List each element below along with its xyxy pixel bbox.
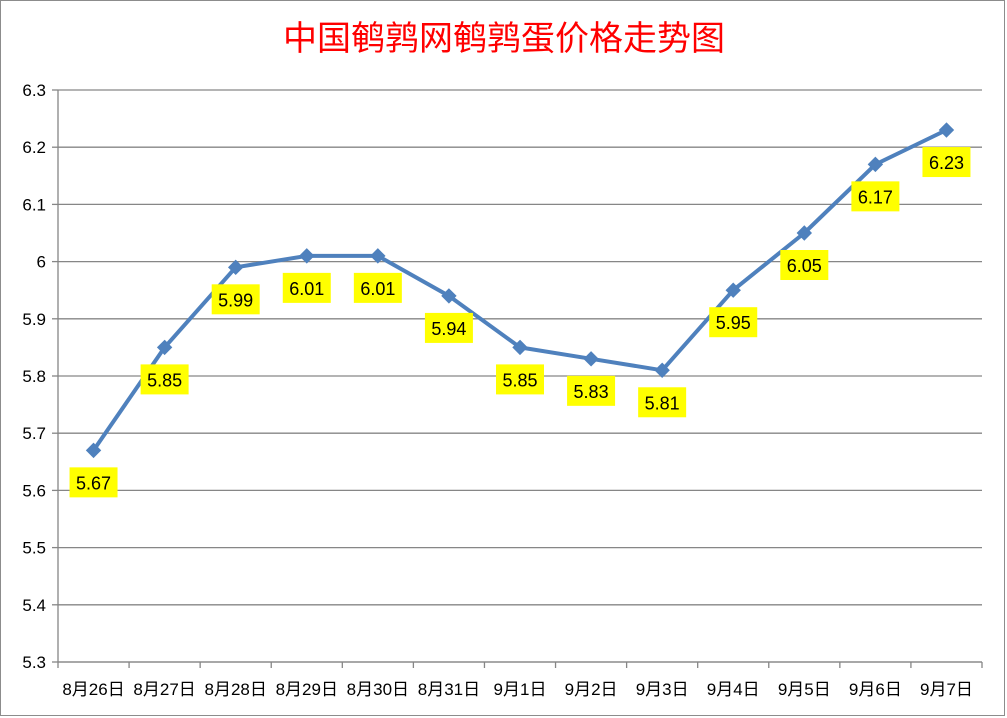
data-label-background <box>69 467 118 498</box>
y-tick-label: 6.2 <box>22 138 46 157</box>
x-tick-label: 9月3日 <box>636 680 689 699</box>
data-point-marker <box>299 248 315 264</box>
x-tick-label: 8月29日 <box>276 680 338 699</box>
data-label: 5.67 <box>76 473 111 493</box>
data-label: 5.99 <box>218 290 253 310</box>
x-tick-label: 8月27日 <box>133 680 195 699</box>
y-tick-label: 5.8 <box>22 367 46 386</box>
axes <box>52 89 983 668</box>
data-label: 6.17 <box>858 187 893 207</box>
x-tick-label: 8月30日 <box>347 680 409 699</box>
data-label: 5.85 <box>147 370 182 390</box>
chart-title: 中国鹌鹑网鹌鹑蛋价格走势图 <box>283 19 725 59</box>
data-label-background <box>780 250 829 280</box>
data-point-marker <box>441 288 457 304</box>
data-label-background <box>353 272 402 303</box>
y-tick-label: 5.9 <box>22 310 46 329</box>
y-tick-label: 6.1 <box>22 195 46 214</box>
x-tick-label: 9月2日 <box>565 680 618 699</box>
data-point-marker <box>867 156 884 173</box>
y-tick-label: 5.5 <box>22 539 46 558</box>
x-tick-label: 9月4日 <box>707 680 760 699</box>
data-label-background <box>282 272 331 303</box>
data-point-marker <box>796 225 813 241</box>
data-labels: 5.67 5.85 5.99 6.01 6.01 5.94 5.85 5.83 5.81 5.95… <box>69 147 971 498</box>
y-tick-label: 5.6 <box>22 481 46 500</box>
data-point-marker <box>370 248 386 264</box>
data-point-marker <box>85 442 102 459</box>
data-label-background <box>851 181 900 212</box>
data-label: 6.01 <box>360 279 395 299</box>
data-point-marker <box>583 351 599 367</box>
data-label-background <box>638 387 687 418</box>
y-tick-label: 5.4 <box>22 596 46 615</box>
data-label: 5.83 <box>574 382 609 402</box>
data-point-marker <box>938 122 955 138</box>
data-label: 6.05 <box>787 256 822 276</box>
data-label: 6.01 <box>289 279 324 299</box>
data-label: 5.95 <box>716 313 751 333</box>
data-label: 6.23 <box>929 153 964 173</box>
y-tick-label: 5.3 <box>22 653 46 672</box>
data-label: 5.94 <box>431 319 466 339</box>
x-tick-label: 8月26日 <box>62 680 124 699</box>
x-tick-label: 8月28日 <box>205 680 267 699</box>
x-tick-label: 9月6日 <box>849 680 902 699</box>
data-label-background <box>140 364 189 395</box>
data-point-marker <box>156 339 173 356</box>
data-label: 5.81 <box>645 393 680 413</box>
price-series <box>85 122 955 459</box>
y-tick-label: 6.3 <box>22 81 46 100</box>
data-label: 5.85 <box>502 370 537 390</box>
y-tick-label: 6 <box>37 253 46 272</box>
data-label-background <box>709 307 758 338</box>
data-point-marker <box>227 259 244 276</box>
gridlines <box>58 89 982 663</box>
data-label-background <box>922 147 971 178</box>
data-label-background <box>496 364 544 395</box>
x-tick-label: 8月31日 <box>418 680 480 699</box>
x-tick-labels: 8月26日 8月27日 8月28日 8月29日 8月30日 8月31日 9月1日 9月2日 9月… <box>62 680 973 699</box>
data-point-marker <box>512 339 528 356</box>
x-tick-label: 9月7日 <box>920 680 973 699</box>
data-label-background <box>424 312 473 343</box>
data-point-marker <box>725 282 741 298</box>
x-tick-label: 9月1日 <box>494 680 547 699</box>
data-label-background <box>567 375 616 406</box>
y-tick-labels: 6.3 6.2 6.1 6 5.9 5.8 5.7 5.6 5.5 5.4 5.3 <box>22 81 46 672</box>
data-point-marker <box>654 362 670 378</box>
y-tick-label: 5.7 <box>22 424 46 443</box>
data-label-background <box>211 284 260 315</box>
x-tick-label: 9月5日 <box>778 680 831 699</box>
